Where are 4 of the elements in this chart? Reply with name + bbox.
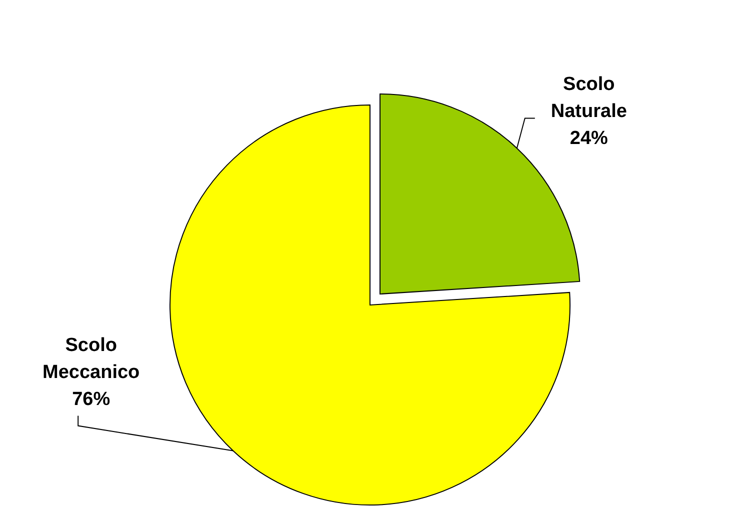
slice-label: Scolo Meccanico (42, 334, 140, 383)
data-label: 76% (72, 388, 110, 410)
data-label: 24% (570, 128, 608, 150)
slice-label: Scolo Naturale (550, 74, 627, 122)
